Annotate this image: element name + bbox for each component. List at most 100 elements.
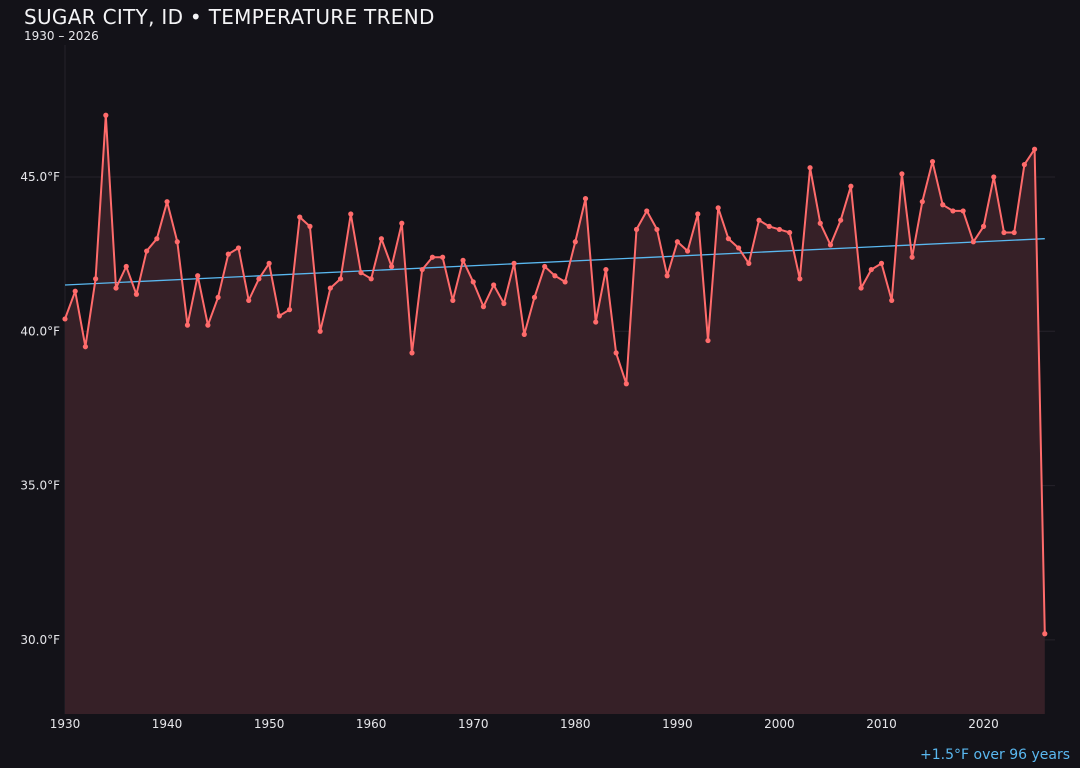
data-point (950, 208, 956, 214)
data-point (582, 195, 589, 202)
data-point (562, 279, 568, 285)
data-point (72, 288, 78, 294)
x-tick-label: 1930 (50, 717, 81, 731)
data-point (531, 294, 538, 300)
data-point (603, 266, 609, 273)
data-point (246, 297, 252, 304)
data-point (613, 350, 619, 356)
data-point (991, 174, 997, 180)
data-point (378, 236, 384, 242)
y-tick-label: 40.0°F (20, 324, 60, 338)
data-point (266, 260, 272, 266)
data-point (909, 254, 915, 260)
y-axis-ticks: 30.0°F 35.0°F 40.0°F 45.0°F (20, 170, 60, 647)
data-point (960, 208, 966, 214)
data-point (174, 239, 180, 245)
data-point (1011, 229, 1017, 236)
data-point (572, 239, 578, 245)
x-tick-label: 1940 (152, 717, 183, 731)
data-point (440, 254, 446, 260)
data-point (776, 226, 783, 233)
y-tick-label: 30.0°F (20, 633, 60, 647)
data-point (756, 217, 762, 223)
data-point (695, 211, 701, 217)
data-point (348, 211, 354, 217)
trend-annotation: +1.5°F over 96 years (920, 747, 1070, 763)
x-tick-label: 1950 (254, 717, 285, 731)
data-point (460, 257, 466, 263)
data-point (358, 270, 364, 276)
x-tick-label: 2010 (866, 717, 897, 731)
trend-line (64, 238, 1045, 286)
data-point (542, 263, 548, 270)
data-point (215, 294, 221, 300)
area-fill (65, 115, 1045, 714)
data-point (940, 202, 946, 208)
data-point (725, 236, 732, 242)
data-point (827, 242, 834, 248)
chart-title: SUGAR CITY, ID • TEMPERATURE TREND (24, 5, 435, 29)
data-point (297, 214, 303, 220)
data-point (623, 381, 629, 387)
data-point (195, 273, 201, 279)
x-tick-label: 1980 (560, 717, 591, 731)
data-point (307, 223, 313, 229)
data-point (388, 263, 395, 270)
data-point (327, 285, 333, 291)
data-point (470, 279, 476, 285)
data-point (1001, 229, 1007, 236)
data-point (868, 266, 874, 273)
data-point (480, 304, 487, 310)
data-point (797, 276, 803, 282)
area-fill-group (65, 115, 1045, 714)
x-tick-label: 2000 (764, 717, 795, 731)
data-point (144, 248, 150, 254)
data-point (501, 300, 507, 307)
x-tick-label: 1990 (662, 717, 693, 731)
data-point (368, 276, 374, 282)
data-point (164, 199, 170, 205)
data-point (429, 254, 436, 260)
data-point (970, 239, 976, 245)
data-point (919, 199, 925, 205)
data-point (746, 260, 752, 266)
data-point (766, 223, 772, 229)
data-point (633, 226, 640, 233)
data-point (705, 337, 711, 344)
data-point (715, 205, 721, 211)
data-point (419, 266, 425, 273)
data-point (93, 276, 99, 282)
data-point (317, 328, 323, 334)
data-point (807, 165, 813, 171)
y-tick-label: 35.0°F (20, 479, 60, 493)
data-point (409, 350, 415, 356)
data-point (184, 322, 191, 328)
data-point (889, 297, 895, 304)
data-point (1021, 162, 1027, 168)
data-point (235, 245, 242, 251)
x-tick-label: 1970 (458, 717, 489, 731)
data-point (399, 220, 405, 226)
data-point (1042, 631, 1048, 637)
trend-line-group (64, 238, 1045, 286)
data-point (62, 316, 68, 322)
data-point (511, 260, 517, 266)
data-point (899, 171, 905, 177)
data-point (450, 297, 456, 304)
data-point (276, 313, 282, 319)
data-point (491, 282, 497, 288)
x-tick-label: 1960 (356, 717, 387, 731)
data-point (644, 208, 650, 214)
data-point (674, 239, 680, 245)
data-point (123, 263, 129, 270)
data-point (878, 260, 885, 266)
data-point (1031, 146, 1038, 152)
data-point (817, 220, 823, 226)
data-point (929, 158, 936, 165)
data-points (62, 112, 1048, 637)
data-point (133, 291, 140, 297)
data-point (664, 273, 670, 279)
x-axis-ticks: 1930 1940 1950 1960 1970 1980 1990 2000 2010 2020 (50, 717, 999, 731)
data-point (154, 236, 160, 242)
data-point (787, 229, 793, 236)
